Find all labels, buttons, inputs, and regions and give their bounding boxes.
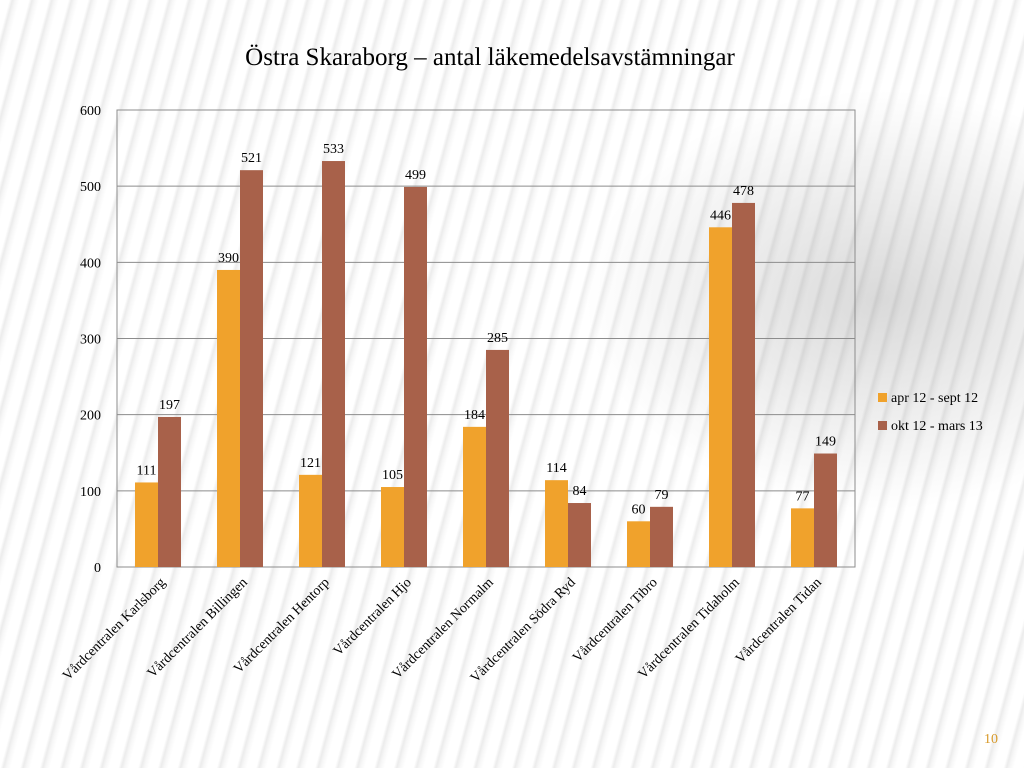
legend: apr 12 - sept 12 okt 12 - mars 13 xyxy=(878,391,983,434)
data-label: 184 xyxy=(464,408,485,423)
legend-label: okt 12 - mars 13 xyxy=(891,419,983,434)
data-label: 521 xyxy=(241,151,262,166)
data-label: 197 xyxy=(159,398,180,413)
bar-apr-sept xyxy=(381,487,404,567)
data-label: 84 xyxy=(573,484,587,499)
data-label: 60 xyxy=(632,502,646,517)
x-tick-label: Vårdcentralen Hjo xyxy=(331,575,415,659)
bar-okt-mars xyxy=(568,503,591,567)
bar-okt-mars xyxy=(158,416,181,567)
data-label: 121 xyxy=(300,456,321,471)
y-tick-label: 200 xyxy=(80,409,101,424)
data-label: 390 xyxy=(218,251,239,266)
legend-swatch xyxy=(878,393,887,402)
bar-apr-sept xyxy=(627,521,650,567)
bar-okt-mars xyxy=(240,170,263,567)
slide-number: 10 xyxy=(984,732,998,747)
bar-apr-sept xyxy=(791,508,814,567)
bar-apr-sept xyxy=(135,482,158,567)
data-label: 114 xyxy=(546,461,566,476)
bar-okt-mars xyxy=(732,202,755,567)
data-labels: 111 197 390 521 121 533 105 499 184 285 114 84 60 79 4… xyxy=(137,142,836,517)
legend-label: apr 12 - sept 12 xyxy=(891,391,978,406)
bar-apr-sept xyxy=(709,227,732,567)
y-tick-label: 100 xyxy=(80,485,101,500)
data-label: 499 xyxy=(405,168,426,183)
data-label: 105 xyxy=(382,468,403,483)
x-tick-label: Vårdcentralen Tidan xyxy=(733,575,825,667)
bar-apr-sept xyxy=(463,426,486,567)
bar-okt-mars xyxy=(650,506,673,567)
bar-apr-sept xyxy=(299,474,322,567)
bars xyxy=(135,161,837,567)
data-label: 111 xyxy=(137,463,157,478)
y-tick-label: 0 xyxy=(94,561,101,576)
bar-okt-mars xyxy=(814,453,837,567)
y-tick-label: 300 xyxy=(80,333,101,348)
data-label: 446 xyxy=(710,208,731,223)
data-label: 285 xyxy=(487,331,508,346)
data-label: 533 xyxy=(323,142,344,157)
y-axis-tick-labels: 0 100 200 300 400 500 600 xyxy=(80,104,101,576)
y-tick-label: 600 xyxy=(80,104,101,119)
legend-swatch xyxy=(878,421,887,430)
y-tick-label: 400 xyxy=(80,256,101,271)
chart-title: Östra Skaraborg – antal läkemedelsavstäm… xyxy=(245,44,735,71)
y-tick-label: 500 xyxy=(80,180,101,195)
data-label: 79 xyxy=(655,488,669,503)
bar-apr-sept xyxy=(545,480,568,567)
bar-okt-mars xyxy=(486,349,509,567)
x-tick-label: Vårdcentralen Tibro xyxy=(570,575,661,666)
x-tick-label: Vårdcentralen Hentorp xyxy=(231,575,333,677)
bar-okt-mars xyxy=(322,161,345,567)
bar-apr-sept xyxy=(217,269,240,567)
data-label: 77 xyxy=(796,489,810,504)
data-label: 478 xyxy=(733,184,754,199)
data-label: 149 xyxy=(815,435,836,450)
bar-okt-mars xyxy=(404,186,427,567)
